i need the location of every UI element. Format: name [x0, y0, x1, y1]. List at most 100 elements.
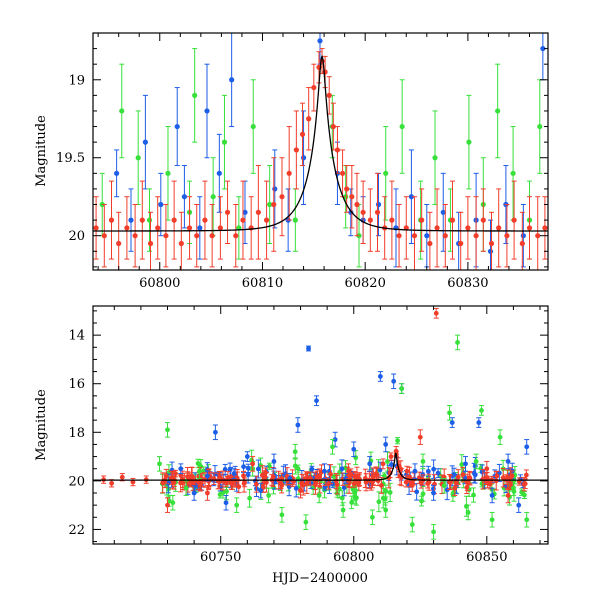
- blue-data-point: [114, 149, 120, 198]
- top-y-axis-label: Magnitude: [34, 115, 49, 187]
- blue-data-point: [181, 165, 188, 229]
- red-data-point: [250, 456, 256, 472]
- red-band-point: [464, 480, 470, 495]
- blue-data-point: [306, 345, 312, 352]
- green-data-point: [510, 126, 516, 221]
- red-data-point: [496, 188, 502, 268]
- blue-band-point: [241, 460, 247, 474]
- red-band-point: [467, 470, 473, 485]
- green-data-point: [420, 453, 426, 470]
- red-band-point: [455, 469, 461, 485]
- green-data-point: [292, 188, 298, 252]
- green-data-point: [455, 334, 461, 351]
- green-data-point: [236, 196, 242, 260]
- red-data-point: [449, 180, 456, 260]
- blue-data-point: [231, 468, 237, 479]
- green-band-point: [471, 487, 477, 503]
- top-y-tick-label: 19: [68, 73, 85, 88]
- blue-data-point: [505, 453, 511, 470]
- red-data-point: [484, 460, 490, 477]
- red-data-point: [178, 211, 184, 270]
- green-data-point: [165, 422, 171, 438]
- bottom-axis-ticks: 60750 60800 60850 14 16 18 20 22: [68, 306, 548, 565]
- blue-data-point: [489, 487, 495, 504]
- bottom-panel-full: 60750 60800 60850 14 16 18 20 22 Magnitude HJD−…: [34, 305, 549, 586]
- blue-data-point: [391, 373, 397, 390]
- red-data-point: [263, 180, 270, 260]
- red-data-point: [417, 429, 423, 445]
- bottom-y-tick-label: 18: [68, 426, 85, 441]
- red-data-point: [326, 76, 332, 115]
- green-data-point: [383, 502, 389, 518]
- blue-data-point: [343, 473, 349, 484]
- red-data-point: [217, 196, 223, 260]
- red-data-point: [542, 196, 548, 260]
- microlensing-model-line: [93, 54, 548, 232]
- green-data-point: [192, 48, 198, 143]
- blue-data-point: [440, 172, 446, 252]
- red-band-point: [241, 474, 247, 493]
- red-band-point: [386, 467, 392, 489]
- green-data-point: [497, 429, 503, 445]
- bottom-x-axis-label: HJD−2400000: [272, 571, 368, 586]
- green-data-point: [383, 126, 389, 221]
- green-data-point: [221, 94, 228, 190]
- green-band-point: [266, 462, 272, 470]
- blue-data-point: [216, 133, 222, 213]
- bottom-model-curve: [93, 452, 548, 481]
- blue-band-point: [255, 459, 261, 479]
- red-data-point: [388, 452, 394, 461]
- green-data-point: [196, 463, 202, 479]
- red-data-point: [403, 196, 409, 260]
- red-data-point: [299, 102, 306, 167]
- red-data-point: [389, 180, 395, 260]
- green-band-point: [387, 482, 393, 503]
- green-band-point: [395, 437, 401, 445]
- red-data-point: [163, 204, 169, 268]
- green-data-point: [447, 405, 453, 421]
- green-data-point: [524, 511, 530, 528]
- blue-data-point: [408, 149, 414, 244]
- top-x-tick-label: 60820: [344, 276, 385, 291]
- red-data-point: [116, 211, 122, 270]
- red-band-point: [172, 469, 178, 478]
- green-band-point: [368, 451, 374, 471]
- blue-data-point: [393, 188, 399, 268]
- red-data-point: [279, 157, 285, 237]
- red-data-point: [396, 204, 402, 268]
- blue-data-point: [191, 485, 197, 501]
- red-data-point: [526, 196, 533, 260]
- microlensing-model-line: [93, 452, 548, 481]
- blue-data-point: [223, 494, 229, 511]
- top-x-tick-label: 60810: [242, 276, 283, 291]
- green-data-point: [431, 524, 437, 540]
- blue-data-point: [524, 439, 530, 455]
- red-data-point: [271, 157, 277, 252]
- blue-data-point: [520, 204, 526, 268]
- red-data-point: [433, 307, 439, 319]
- top-x-tick-label: 60830: [447, 276, 488, 291]
- red-data-point: [452, 480, 458, 496]
- red-data-point: [101, 204, 107, 268]
- green-band-point: [247, 488, 253, 508]
- green-data-point: [329, 439, 335, 455]
- red-data-point: [209, 204, 215, 268]
- red-data-point: [434, 188, 440, 268]
- bottom-data-points: [101, 307, 530, 540]
- green-data-point: [489, 511, 495, 528]
- red-data-point: [108, 180, 115, 260]
- green-data-point: [250, 79, 256, 174]
- green-data-point: [495, 63, 501, 159]
- blue-data-point: [321, 463, 327, 479]
- blue-data-point: [197, 196, 203, 260]
- green-data-point: [441, 477, 447, 494]
- blue-data-point: [204, 470, 210, 482]
- red-data-point: [204, 485, 210, 501]
- red-data-point: [465, 196, 471, 260]
- red-data-point: [155, 196, 161, 260]
- red-data-point: [330, 102, 336, 151]
- green-data-point: [478, 405, 484, 416]
- red-data-point: [380, 458, 386, 470]
- red-data-point: [255, 165, 261, 260]
- green-data-point: [119, 63, 125, 159]
